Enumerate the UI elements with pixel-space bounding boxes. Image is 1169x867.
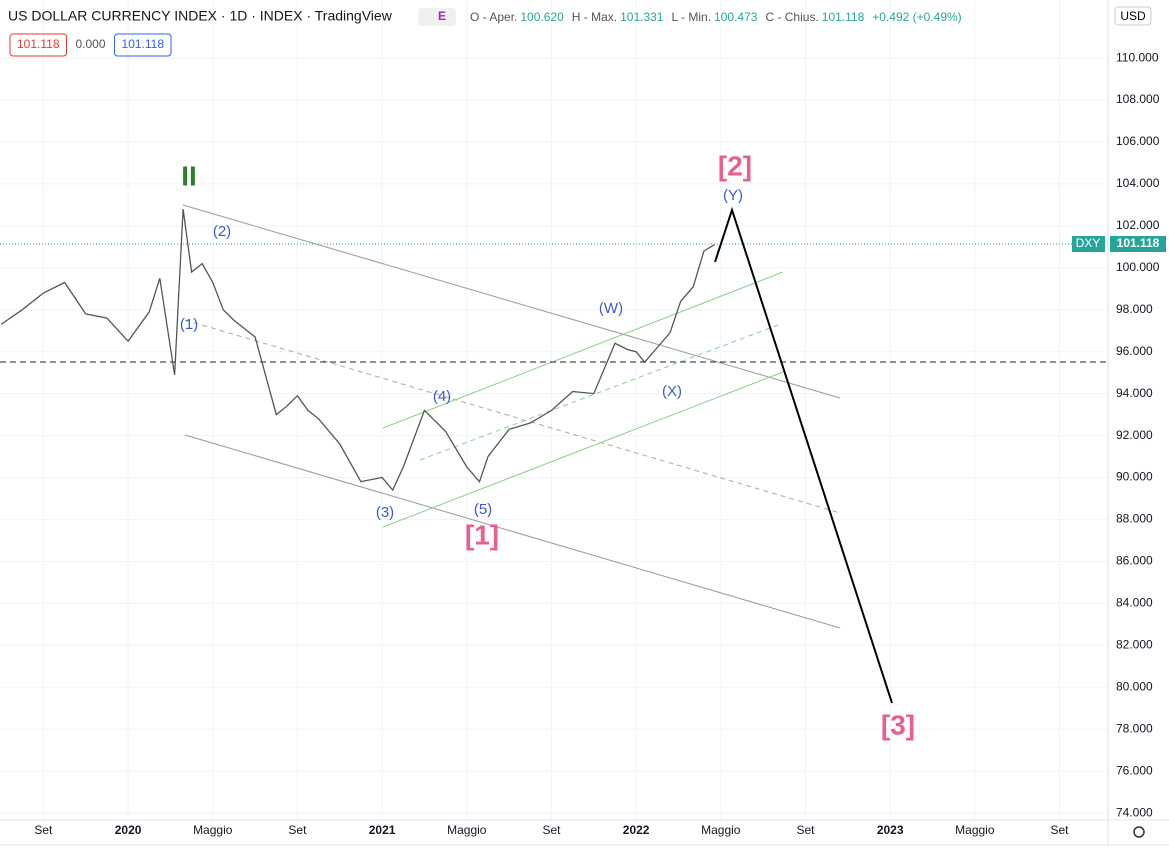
badge: E: [438, 9, 446, 23]
green-channel: [382, 371, 784, 528]
y-tick-label: 78.000: [1116, 721, 1153, 735]
currency-button[interactable]: [1114, 6, 1152, 26]
wave-label: (X): [662, 383, 682, 400]
price-chip: 0.000: [76, 37, 106, 51]
y-tick-label: 84.000: [1116, 596, 1153, 610]
ohlc-value: 100.473: [714, 10, 758, 24]
y-tick-label: 110.000: [1116, 50, 1159, 64]
y-tick-label: 76.000: [1116, 763, 1153, 777]
x-tick-label: Set: [34, 823, 53, 837]
y-tick-label: 104.000: [1116, 176, 1160, 190]
title: US DOLLAR CURRENCY INDEX · 1D · INDEX · …: [8, 8, 393, 24]
green-mid: [419, 324, 779, 461]
wave-label: (2): [213, 223, 231, 240]
wave-label: (Y): [723, 187, 743, 204]
ohlc-label: L - Min.: [671, 10, 711, 24]
x-tick-label: Set: [1051, 823, 1070, 837]
y-tick-label: 88.000: [1116, 512, 1153, 526]
y-tick-label: 92.000: [1116, 428, 1153, 442]
x-tick-label: Maggio: [955, 823, 995, 837]
symbol-tag: [1072, 236, 1105, 252]
y-tick-label: 98.000: [1116, 302, 1153, 316]
price-chip: 101.118: [122, 37, 165, 51]
last-price: 101.118: [1117, 236, 1160, 250]
x-tick-label: Maggio: [701, 823, 741, 837]
x-tick-label: Set: [542, 823, 561, 837]
channel-line: [184, 434, 841, 629]
y-tick-label: 74.000: [1116, 805, 1153, 819]
ohlc-label: O - Aper.: [470, 10, 517, 24]
x-tick-label: Set: [288, 823, 307, 837]
y-tick-label: 86.000: [1116, 554, 1153, 568]
price-chip-box: [9, 33, 67, 57]
badge-box: [418, 8, 456, 26]
price-chip-box: [114, 33, 172, 57]
wave-label: (W): [599, 300, 623, 317]
x-tick-label: 2021: [369, 823, 396, 837]
x-tick-label: Maggio: [193, 823, 233, 837]
y-tick-label: 106.000: [1116, 134, 1160, 148]
last-price-tag: [1110, 236, 1166, 252]
y-tick-label: 90.000: [1116, 470, 1153, 484]
y-tick-label: 80.000: [1116, 679, 1153, 693]
ohlc-value: 101.118: [822, 10, 865, 24]
wave-label: [2]: [718, 150, 752, 181]
wave-label: [1]: [465, 519, 499, 550]
wave-label: (4): [433, 388, 451, 405]
wave-label: [3]: [881, 709, 915, 740]
drawings: [0, 204, 1108, 704]
price-line: [0, 209, 715, 492]
y-tick-label: 102.000: [1116, 218, 1160, 232]
ohlc-value: 100.620: [520, 10, 564, 24]
wave-label: II: [181, 160, 197, 191]
price-chip: 101.118: [17, 37, 60, 51]
ohlc-label: C - Chius.: [765, 10, 818, 24]
x-tick-label: Maggio: [447, 823, 487, 837]
x-tick-label: 2023: [877, 823, 904, 837]
y-tick-label: 94.000: [1116, 386, 1153, 400]
y-tick-label: 82.000: [1116, 637, 1153, 651]
wave-label: (1): [180, 316, 198, 333]
y-tick-label: 100.000: [1116, 260, 1160, 274]
settings-icon[interactable]: [1133, 826, 1145, 838]
change: +0.492 (+0.49%): [872, 10, 961, 24]
currency: USD: [1120, 9, 1146, 23]
wave-label: (5): [474, 501, 492, 518]
symbol-tag-text: DXY: [1076, 236, 1101, 250]
channel-mid: [184, 319, 841, 514]
ohlc-value: 101.331: [620, 10, 664, 24]
x-tick-label: Set: [796, 823, 815, 837]
projection: [714, 206, 893, 704]
green-channel: [382, 271, 784, 429]
x-tick-label: 2020: [115, 823, 142, 837]
channel-line: [182, 204, 841, 399]
y-tick-label: 96.000: [1116, 344, 1153, 358]
wave-label: (3): [376, 504, 394, 521]
ohlc-label: H - Max.: [572, 10, 617, 24]
y-tick-label: 108.000: [1116, 92, 1160, 106]
x-tick-label: 2022: [623, 823, 650, 837]
